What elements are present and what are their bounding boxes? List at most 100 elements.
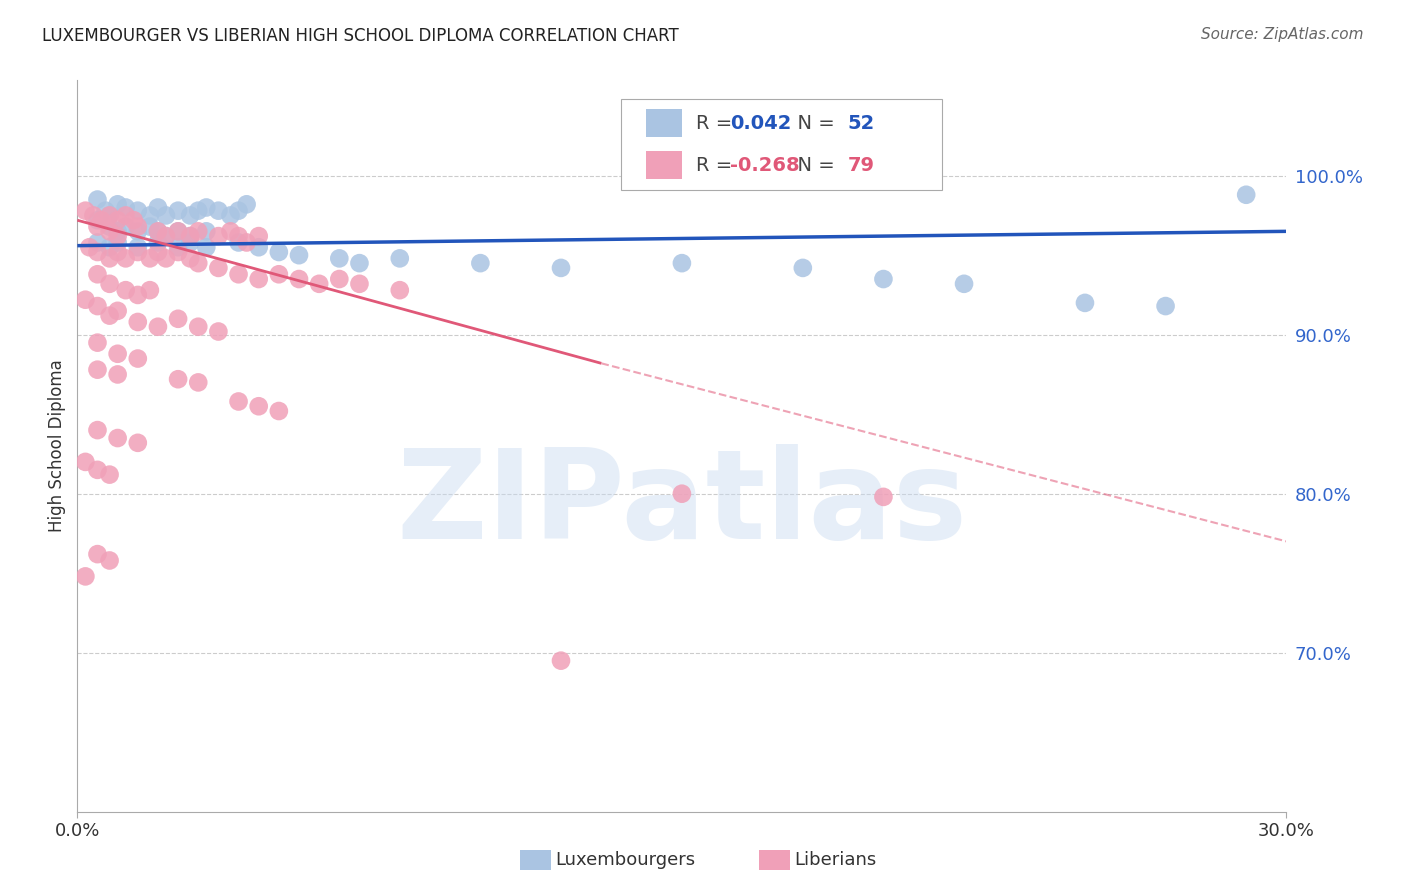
Point bbox=[90, 213, 112, 227]
Point bbox=[114, 201, 136, 215]
Point bbox=[86, 547, 108, 561]
Point bbox=[127, 315, 149, 329]
Point bbox=[107, 224, 129, 238]
Point bbox=[155, 209, 177, 223]
Point bbox=[107, 431, 129, 445]
Text: N =: N = bbox=[785, 156, 841, 175]
Point bbox=[187, 203, 209, 218]
Point bbox=[288, 272, 311, 286]
Y-axis label: High School Diploma: High School Diploma bbox=[48, 359, 66, 533]
Point bbox=[107, 229, 129, 244]
Point bbox=[187, 376, 209, 390]
Point bbox=[953, 277, 976, 291]
FancyBboxPatch shape bbox=[621, 99, 942, 190]
Point bbox=[107, 303, 129, 318]
Point bbox=[86, 213, 108, 227]
Point bbox=[98, 224, 121, 238]
FancyBboxPatch shape bbox=[645, 110, 682, 137]
Point bbox=[349, 277, 371, 291]
Point bbox=[146, 201, 169, 215]
Point bbox=[207, 325, 229, 339]
Point bbox=[98, 553, 121, 567]
Text: R =: R = bbox=[696, 156, 740, 175]
Point bbox=[228, 267, 250, 281]
Point bbox=[107, 245, 129, 260]
Point bbox=[127, 224, 149, 238]
Point bbox=[75, 293, 97, 307]
Point bbox=[1074, 296, 1097, 310]
Point bbox=[86, 235, 108, 250]
Point bbox=[328, 252, 350, 266]
Point bbox=[127, 288, 149, 302]
Point bbox=[267, 404, 290, 418]
Point bbox=[82, 209, 104, 223]
Point bbox=[167, 203, 190, 218]
Point bbox=[155, 229, 177, 244]
Point bbox=[98, 240, 121, 254]
Point bbox=[550, 654, 572, 668]
Point bbox=[114, 219, 136, 234]
Point bbox=[98, 252, 121, 266]
Point bbox=[267, 245, 290, 260]
Point bbox=[308, 277, 330, 291]
Text: Source: ZipAtlas.com: Source: ZipAtlas.com bbox=[1201, 27, 1364, 42]
Point bbox=[75, 203, 97, 218]
Point bbox=[139, 209, 162, 223]
Point bbox=[470, 256, 492, 270]
Point bbox=[195, 201, 218, 215]
FancyBboxPatch shape bbox=[645, 152, 682, 179]
Point bbox=[86, 335, 108, 350]
Point bbox=[75, 455, 97, 469]
Point bbox=[228, 235, 250, 250]
Point bbox=[98, 277, 121, 291]
Point bbox=[98, 467, 121, 482]
Point bbox=[122, 213, 145, 227]
Point bbox=[235, 235, 257, 250]
Point bbox=[187, 224, 209, 238]
Point bbox=[107, 213, 129, 227]
Point bbox=[207, 260, 229, 275]
Text: 52: 52 bbox=[848, 114, 875, 133]
Point bbox=[207, 229, 229, 244]
Point bbox=[167, 372, 190, 386]
Point bbox=[219, 209, 242, 223]
Text: -0.268: -0.268 bbox=[730, 156, 800, 175]
Point bbox=[872, 272, 894, 286]
Point bbox=[86, 463, 108, 477]
Point bbox=[550, 260, 572, 275]
Point bbox=[671, 256, 693, 270]
Point bbox=[86, 219, 108, 234]
Point bbox=[179, 229, 201, 244]
Point bbox=[114, 252, 136, 266]
Point bbox=[86, 245, 108, 260]
Point bbox=[139, 219, 162, 234]
Point bbox=[98, 219, 121, 234]
Point bbox=[98, 209, 121, 223]
Point bbox=[388, 283, 411, 297]
Point bbox=[187, 319, 209, 334]
Text: R =: R = bbox=[696, 114, 740, 133]
Point bbox=[155, 229, 177, 244]
Point bbox=[288, 248, 311, 262]
Point bbox=[79, 240, 101, 254]
Point bbox=[127, 203, 149, 218]
Point bbox=[107, 368, 129, 382]
Point bbox=[167, 245, 190, 260]
Point bbox=[872, 490, 894, 504]
Point bbox=[179, 209, 201, 223]
Text: N =: N = bbox=[785, 114, 841, 133]
Point bbox=[86, 267, 108, 281]
Point bbox=[167, 224, 190, 238]
Point bbox=[671, 486, 693, 500]
Point bbox=[155, 252, 177, 266]
Point bbox=[146, 224, 169, 238]
Point bbox=[127, 435, 149, 450]
Point bbox=[228, 203, 250, 218]
Point bbox=[349, 256, 371, 270]
Point bbox=[235, 197, 257, 211]
Point bbox=[167, 224, 190, 238]
Point bbox=[114, 283, 136, 297]
Point bbox=[179, 252, 201, 266]
Point bbox=[139, 252, 162, 266]
Point bbox=[195, 240, 218, 254]
